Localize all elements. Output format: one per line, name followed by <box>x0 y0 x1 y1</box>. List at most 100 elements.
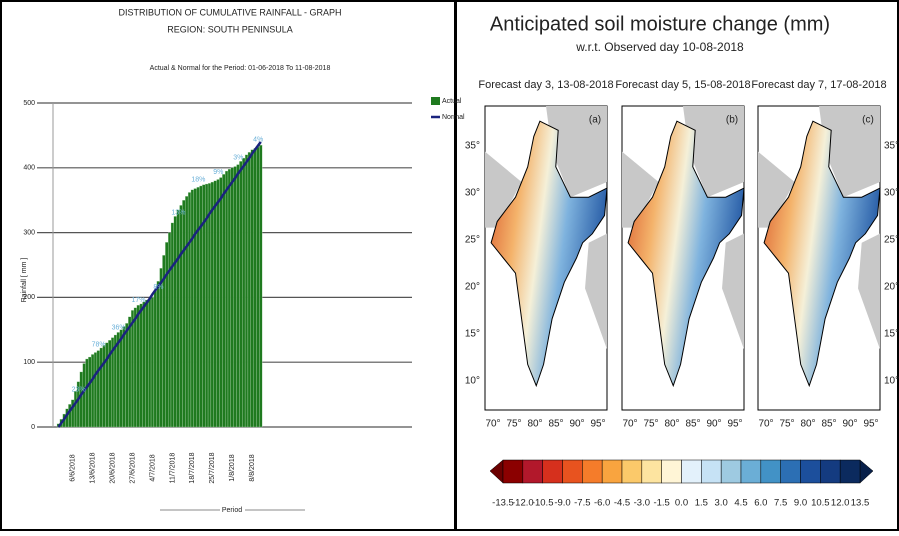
colorbar-label: -3.0 <box>634 498 650 509</box>
lat-label: 35° <box>465 141 480 152</box>
lat-label: 25° <box>465 235 480 246</box>
legend-label: Normal <box>442 114 465 121</box>
x-tick-label: 25/7/2018 <box>209 452 216 483</box>
annotation: 9% <box>213 169 223 176</box>
x-tick-label: 11/7/2018 <box>169 453 176 484</box>
bar <box>259 145 262 427</box>
lon-label: 95° <box>727 419 742 430</box>
bar <box>239 161 242 427</box>
colorbar-label: -12.0 <box>512 498 534 509</box>
x-tick-label: 20/6/2018 <box>109 452 116 483</box>
colorbar-cell <box>701 460 721 483</box>
bar <box>245 155 248 427</box>
x-tick-label: 27/6/2018 <box>129 452 136 483</box>
bar <box>211 182 214 427</box>
lat-label: 10° <box>884 376 899 387</box>
colorbar-cell <box>622 460 642 483</box>
annotation: 8% <box>153 284 163 291</box>
bar <box>160 268 163 427</box>
colorbar-label: 6.0 <box>754 498 767 509</box>
colorbar-cell <box>503 460 523 483</box>
chart-title: DISTRIBUTION OF CUMULATIVE RAINFALL - GR… <box>118 7 341 17</box>
bar <box>188 192 191 427</box>
panel-title: Forecast day 7, 17-08-2018 <box>751 79 886 91</box>
bar <box>228 169 231 427</box>
colorbar-cell <box>781 460 801 483</box>
lon-label: 90° <box>569 419 584 430</box>
bar <box>200 186 203 427</box>
lat-label: 25° <box>884 235 899 246</box>
annotation: 18% <box>191 177 205 184</box>
lon-label: 70° <box>485 419 500 430</box>
bar <box>208 183 211 427</box>
colorbar-cell <box>602 460 622 483</box>
colorbar-cell <box>563 460 583 483</box>
bar <box>94 352 97 427</box>
lat-label: 30° <box>884 188 899 199</box>
map-title: Anticipated soil moisture change (mm) <box>490 13 830 35</box>
lat-label: 30° <box>465 188 480 199</box>
annotation: 36% <box>112 324 126 331</box>
colorbar-label: -4.5 <box>614 498 630 509</box>
colorbar-label: -7.5 <box>574 498 590 509</box>
lat-label: 20° <box>884 282 899 293</box>
panel-title: Forecast day 3, 13-08-2018 <box>478 79 613 91</box>
colorbar-cell <box>721 460 741 483</box>
map-subtitle: w.r.t. Observed day 10-08-2018 <box>575 40 744 54</box>
colorbar-cell <box>741 460 761 483</box>
bar <box>125 323 128 427</box>
bar <box>177 210 180 427</box>
lon-label: 75° <box>779 419 794 430</box>
annotation: 17% <box>132 297 146 304</box>
bar <box>174 216 177 427</box>
lon-label: 95° <box>863 419 878 430</box>
x-tick-label: 8/8/2018 <box>249 454 256 481</box>
bar <box>182 200 185 427</box>
bar <box>86 359 89 427</box>
legend-swatch <box>431 97 440 105</box>
annotation: 4% <box>253 136 263 143</box>
bar <box>157 281 160 427</box>
bar <box>254 148 257 427</box>
bar <box>234 167 237 427</box>
bar <box>231 168 234 427</box>
lon-label: 75° <box>506 419 521 430</box>
colorbar-label: 3.0 <box>715 498 728 509</box>
bar <box>219 178 222 427</box>
bar <box>140 304 143 427</box>
bar <box>100 348 103 427</box>
lon-label: 85° <box>548 419 563 430</box>
lon-label: 90° <box>706 419 721 430</box>
colorbar-cell <box>801 460 821 483</box>
colorbar-cell <box>582 460 602 483</box>
bar <box>145 300 148 427</box>
y-tick-label: 0 <box>31 424 35 431</box>
bar <box>154 291 157 427</box>
screenshot: DISTRIBUTION OF CUMULATIVE RAINFALL - GR… <box>0 0 899 531</box>
y-tick-label: 300 <box>23 229 35 236</box>
colorbar-label: -9.0 <box>554 498 570 509</box>
colorbar-label: 13.5 <box>851 498 870 509</box>
chart-subtitle: REGION: SOUTH PENINSULA <box>167 24 293 34</box>
colorbar-label: -1.5 <box>653 498 669 509</box>
lat-label: 20° <box>465 282 480 293</box>
colorbar-cell <box>761 460 781 483</box>
lat-label: 10° <box>465 376 480 387</box>
bar <box>168 233 171 427</box>
colorbar-label: 0.0 <box>675 498 688 509</box>
panel-tag: (a) <box>589 115 601 126</box>
bar <box>88 357 91 427</box>
colorbar-cell <box>840 460 860 483</box>
panel-tag: (b) <box>726 115 738 126</box>
legend-label: Actual <box>442 98 462 105</box>
colorbar-label: -6.0 <box>594 498 610 509</box>
bar <box>97 351 100 427</box>
bar <box>194 189 197 427</box>
lat-label: 35° <box>884 141 899 152</box>
x-axis-label: Period <box>222 507 242 514</box>
lon-label: 85° <box>821 419 836 430</box>
bar <box>151 297 154 427</box>
bar <box>248 152 251 427</box>
bar <box>237 165 240 427</box>
bar <box>80 372 83 427</box>
